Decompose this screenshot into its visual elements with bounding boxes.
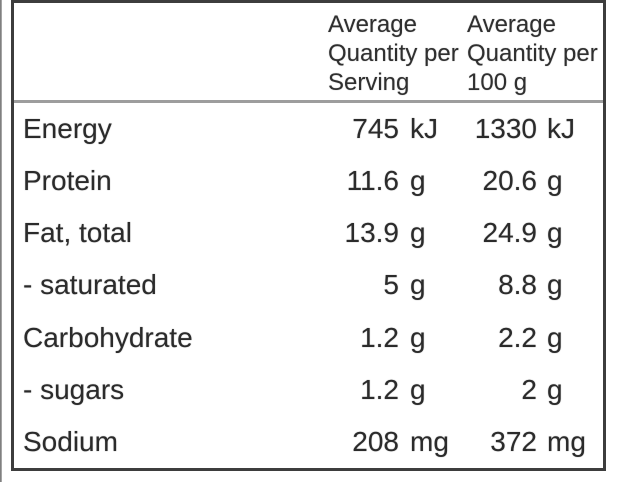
serving-value: 208 [352, 425, 399, 457]
per-100g-unit: g [547, 165, 563, 197]
header-separator-line [14, 100, 603, 103]
nutrient-label: Sodium [23, 425, 118, 457]
serving-value: 13.9 [344, 217, 400, 249]
nutrient-row-energy: Energy 745 kJ 1330 kJ [14, 103, 603, 155]
serving-unit: mg [410, 425, 449, 457]
per-100g-unit: g [547, 373, 563, 405]
panel-header: Average Quantity per Serving Average Qua… [14, 3, 603, 100]
serving-value: 5 [383, 269, 399, 301]
column-header-per-serving: Average Quantity per Serving [328, 10, 459, 97]
per-100g-value: 20.6 [482, 165, 538, 197]
header-line: Average [467, 11, 556, 38]
per-100g-value: 24.9 [482, 217, 538, 249]
serving-value: 745 [352, 113, 399, 145]
nutrient-label: Protein [23, 165, 112, 197]
per-100g-unit: kJ [547, 113, 575, 145]
nutrient-row-carbohydrate: Carbohydrate 1.2 g 2.2 g [14, 312, 603, 364]
serving-value: 11.6 [346, 165, 399, 197]
nutrient-label: Fat, total [23, 217, 132, 249]
header-line: Average [328, 11, 417, 38]
nutrient-row-saturated: - saturated 5 g 8.8 g [14, 259, 603, 311]
per-100g-unit: g [547, 269, 563, 301]
serving-value: 1.2 [360, 321, 399, 353]
nutrient-label: - sugars [23, 373, 125, 405]
screenshot-left-edge-line [0, 0, 2, 482]
per-100g-unit: g [547, 321, 563, 353]
nutrient-label: Carbohydrate [23, 321, 193, 353]
serving-unit: g [410, 321, 426, 353]
header-line: Quantity per [467, 40, 598, 67]
per-100g-value: 372 [490, 425, 537, 457]
serving-unit: kJ [410, 113, 438, 145]
serving-unit: g [410, 217, 426, 249]
nutrient-label: Energy [23, 113, 112, 145]
nutrient-row-protein: Protein 11.6 g 20.6 g [14, 155, 603, 207]
nutrient-label: - saturated [23, 269, 157, 301]
per-100g-value: 2.2 [498, 321, 537, 353]
header-line: Serving [328, 69, 410, 96]
nutrient-rows: Energy 745 kJ 1330 kJ Protein 11.6 g 20.… [14, 103, 603, 468]
per-100g-value: 8.8 [498, 269, 537, 301]
header-line: Quantity per [328, 40, 459, 67]
serving-unit: g [410, 165, 426, 197]
per-100g-unit: g [547, 217, 563, 249]
serving-unit: g [410, 373, 426, 405]
serving-value: 1.2 [360, 373, 399, 405]
per-100g-value: 2 [521, 373, 537, 405]
per-100g-unit: mg [547, 425, 586, 457]
header-line: 100 g [467, 69, 528, 96]
serving-unit: g [410, 269, 426, 301]
column-header-per-100g: Average Quantity per 100 g [467, 10, 598, 97]
nutrient-row-fat-total: Fat, total 13.9 g 24.9 g [14, 207, 603, 259]
nutrient-row-sugars: - sugars 1.2 g 2 g [14, 364, 603, 416]
per-100g-value: 1330 [474, 113, 537, 145]
nutrition-information-panel: Average Quantity per Serving Average Qua… [11, 0, 606, 471]
nutrient-row-sodium: Sodium 208 mg 372 mg [14, 416, 603, 468]
